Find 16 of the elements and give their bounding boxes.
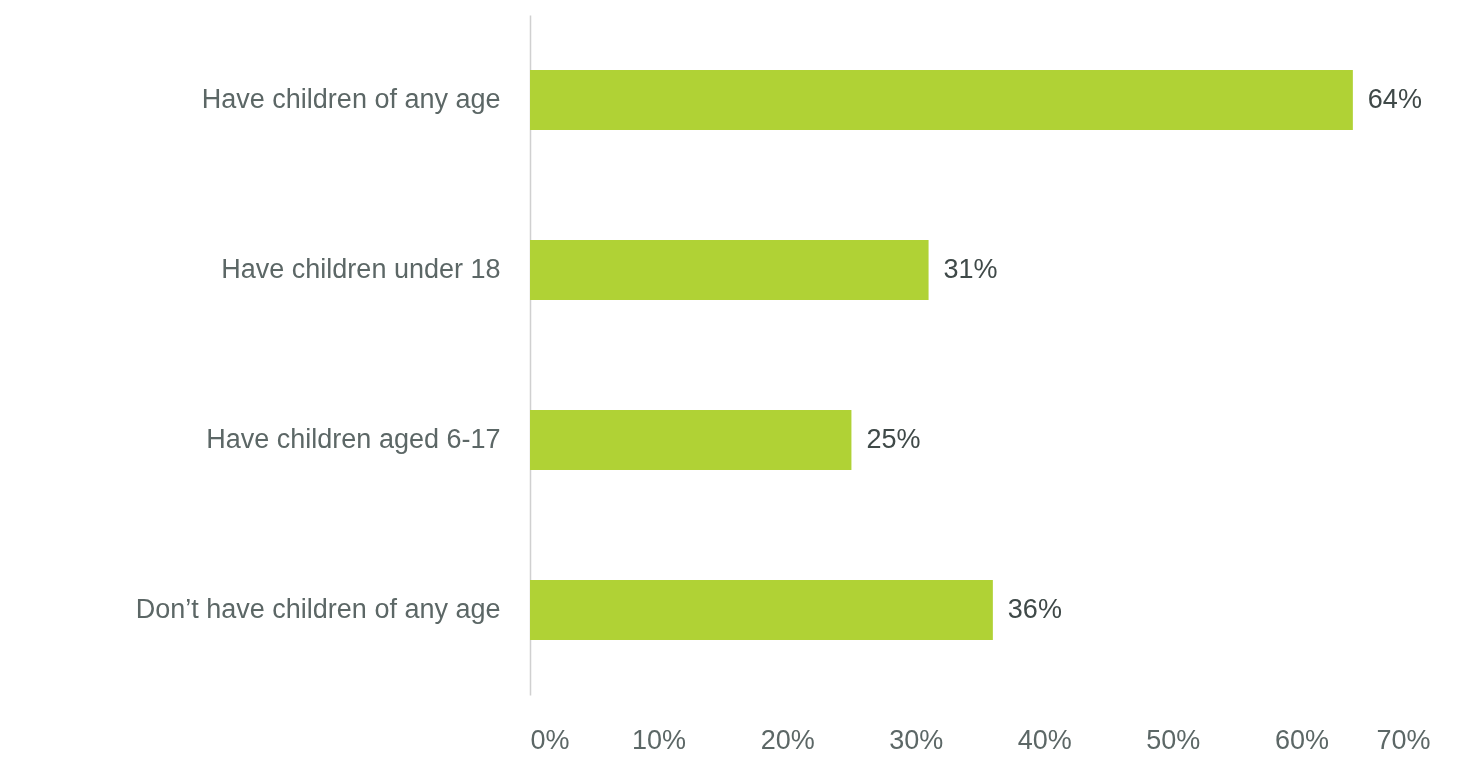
data-label: 25% [866,424,921,454]
y-tick-label: Don’t have children of any age [135,594,501,624]
y-tick-label: Have children under 18 [221,254,501,284]
x-tick-label: 70% [1376,724,1431,755]
data-label: 36% [1007,594,1062,624]
x-tick-label: 60% [1274,724,1329,755]
x-tick-label: 0% [530,724,570,755]
x-tick-label: 50% [1146,724,1201,755]
x-tick-label: 10% [632,724,687,755]
data-label: 31% [943,254,998,284]
x-tick-label: 30% [889,724,944,755]
data-label: 64% [1367,84,1422,114]
y-tick-label: Have children of any age [201,84,501,114]
x-tick-label: 40% [1017,724,1072,755]
y-tick-label: Have children aged 6-17 [206,424,501,454]
x-tick-label: 20% [760,724,815,755]
